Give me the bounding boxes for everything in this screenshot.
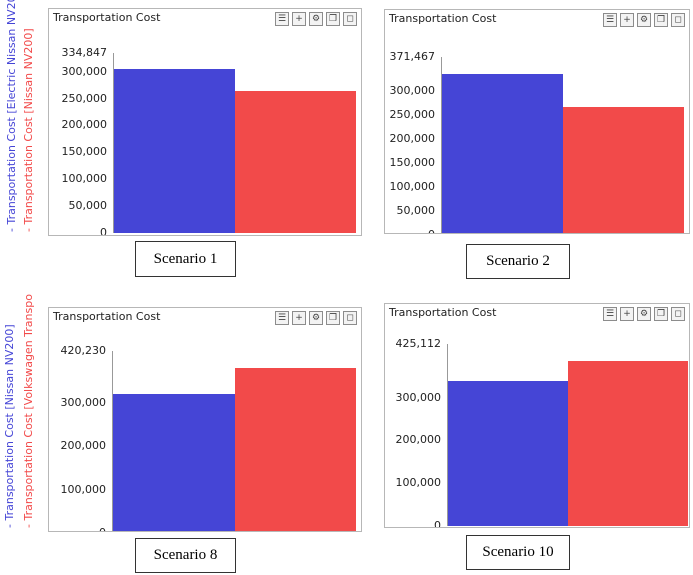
y-tick-label: 0 bbox=[56, 526, 106, 531]
scenario-10-label: Scenario 10 bbox=[466, 535, 570, 570]
y-max-label: 334,847 bbox=[61, 46, 108, 59]
y-tick-label: 150,000 bbox=[61, 145, 108, 159]
legend-marker: - bbox=[3, 524, 16, 528]
y-tick-label: 200,000 bbox=[395, 433, 442, 447]
y-tick-label: 0 bbox=[434, 519, 441, 528]
chart-toolbar: ☰ + ⚙ ❐ ◻ bbox=[603, 307, 685, 321]
plot-area bbox=[441, 57, 684, 233]
bar-series-2[interactable] bbox=[568, 361, 688, 526]
y-tick-label: 250,000 bbox=[389, 108, 436, 122]
bar-series-1[interactable] bbox=[448, 381, 568, 526]
chart-toolbar: ☰ + ⚙ ❐ ◻ bbox=[275, 12, 357, 26]
bar-series-2[interactable] bbox=[235, 91, 356, 233]
legend-entry-nissan-nv200: - Transportation Cost [Nissan NV200] bbox=[22, 28, 35, 232]
chart-panel-scenario-10: Transportation Cost ☰ + ⚙ ❐ ◻ 425,112 300,000 20… bbox=[384, 303, 690, 528]
y-max-label: 371,467 bbox=[389, 50, 436, 63]
plus-icon[interactable]: + bbox=[292, 12, 306, 26]
plot-area bbox=[113, 53, 356, 233]
legend-marker: - bbox=[5, 228, 18, 232]
copy-icon[interactable]: ❐ bbox=[326, 12, 340, 26]
y-tick-label: 300,000 bbox=[61, 64, 108, 78]
y-tick-label: 200,000 bbox=[60, 439, 107, 453]
chart-title: Transportation Cost bbox=[389, 306, 497, 319]
list-icon[interactable]: ☰ bbox=[603, 307, 617, 321]
legend-entry-electric-nissan: - Transportation Cost [Electric Nissan N… bbox=[5, 0, 18, 232]
copy-icon[interactable]: ❐ bbox=[654, 307, 668, 321]
y-tick-label: 300,000 bbox=[389, 84, 436, 98]
expand-icon[interactable]: ◻ bbox=[343, 311, 357, 325]
legend-label: Transportation Cost [Nissan NV200] bbox=[3, 324, 16, 521]
gear-icon[interactable]: ⚙ bbox=[637, 13, 651, 27]
list-icon[interactable]: ☰ bbox=[275, 311, 289, 325]
y-tick-label: 300,000 bbox=[395, 390, 442, 404]
y-tick-label: 100,000 bbox=[60, 482, 107, 496]
y-tick-label: 300,000 bbox=[60, 396, 107, 410]
y-tick-label: 0 bbox=[385, 228, 435, 233]
y-max-label: 425,112 bbox=[395, 337, 442, 350]
gear-icon[interactable]: ⚙ bbox=[309, 12, 323, 26]
list-icon[interactable]: ☰ bbox=[275, 12, 289, 26]
expand-icon[interactable]: ◻ bbox=[343, 12, 357, 26]
gear-icon[interactable]: ⚙ bbox=[637, 307, 651, 321]
expand-icon[interactable]: ◻ bbox=[671, 307, 685, 321]
chart-panel-scenario-8: Transportation Cost ☰ + ⚙ ❐ ◻ 420,230 300,000 20… bbox=[48, 307, 362, 532]
gear-icon[interactable]: ⚙ bbox=[309, 311, 323, 325]
legend-label: Transportation Cost [Volkswagen Transpo bbox=[22, 294, 35, 521]
y-tick-label: 0 bbox=[100, 226, 107, 236]
y-tick-label: 250,000 bbox=[61, 91, 108, 105]
plus-icon[interactable]: + bbox=[620, 307, 634, 321]
y-tick-label: 200,000 bbox=[61, 118, 108, 132]
legend-entry-volkswagen-transporter: - Transportation Cost [Volkswagen Transp… bbox=[22, 294, 35, 528]
bar-series-1[interactable] bbox=[442, 74, 563, 233]
chart-panel-scenario-2: Transportation Cost ☰ + ⚙ ❐ ◻ 371,467 300,000 25… bbox=[384, 9, 690, 234]
legend-label: Transportation Cost [Nissan NV200] bbox=[22, 28, 35, 225]
plot-area bbox=[112, 351, 356, 531]
chart-title: Transportation Cost bbox=[389, 12, 497, 25]
legend-marker: - bbox=[22, 228, 35, 232]
legend-entry-nissan-nv200: - Transportation Cost [Nissan NV200] bbox=[3, 324, 16, 528]
y-tick-label: 50,000 bbox=[68, 199, 108, 213]
chart-panel-scenario-1: Transportation Cost ☰ + ⚙ ❐ ◻ 334,847 300,000 25… bbox=[48, 8, 362, 236]
scenario-8-label: Scenario 8 bbox=[135, 538, 236, 573]
bar-series-2[interactable] bbox=[563, 106, 684, 233]
y-tick-label: 100,000 bbox=[389, 180, 436, 194]
y-tick-label: 100,000 bbox=[395, 476, 442, 490]
y-max-label: 420,230 bbox=[60, 344, 107, 357]
plus-icon[interactable]: + bbox=[620, 13, 634, 27]
scenario-1-label: Scenario 1 bbox=[135, 241, 236, 277]
y-tick-label: 150,000 bbox=[389, 156, 436, 170]
plot-area bbox=[447, 344, 688, 526]
chart-title: Transportation Cost bbox=[53, 310, 161, 323]
chart-toolbar: ☰ + ⚙ ❐ ◻ bbox=[603, 13, 685, 27]
plus-icon[interactable]: + bbox=[292, 311, 306, 325]
chart-toolbar: ☰ + ⚙ ❐ ◻ bbox=[275, 311, 357, 325]
legend-label: Transportation Cost [Electric Nissan NV2… bbox=[5, 0, 18, 225]
bar-series-1[interactable] bbox=[114, 69, 235, 233]
bar-series-2[interactable] bbox=[234, 367, 356, 531]
y-tick-label: 100,000 bbox=[61, 172, 108, 186]
bar-series-1[interactable] bbox=[113, 394, 235, 531]
y-tick-label: 200,000 bbox=[389, 132, 436, 146]
scenario-2-label: Scenario 2 bbox=[466, 244, 570, 279]
legend-marker: - bbox=[22, 524, 35, 528]
y-tick-label: 50,000 bbox=[396, 204, 436, 218]
expand-icon[interactable]: ◻ bbox=[671, 13, 685, 27]
copy-icon[interactable]: ❐ bbox=[326, 311, 340, 325]
list-icon[interactable]: ☰ bbox=[603, 13, 617, 27]
chart-title: Transportation Cost bbox=[53, 11, 161, 24]
copy-icon[interactable]: ❐ bbox=[654, 13, 668, 27]
